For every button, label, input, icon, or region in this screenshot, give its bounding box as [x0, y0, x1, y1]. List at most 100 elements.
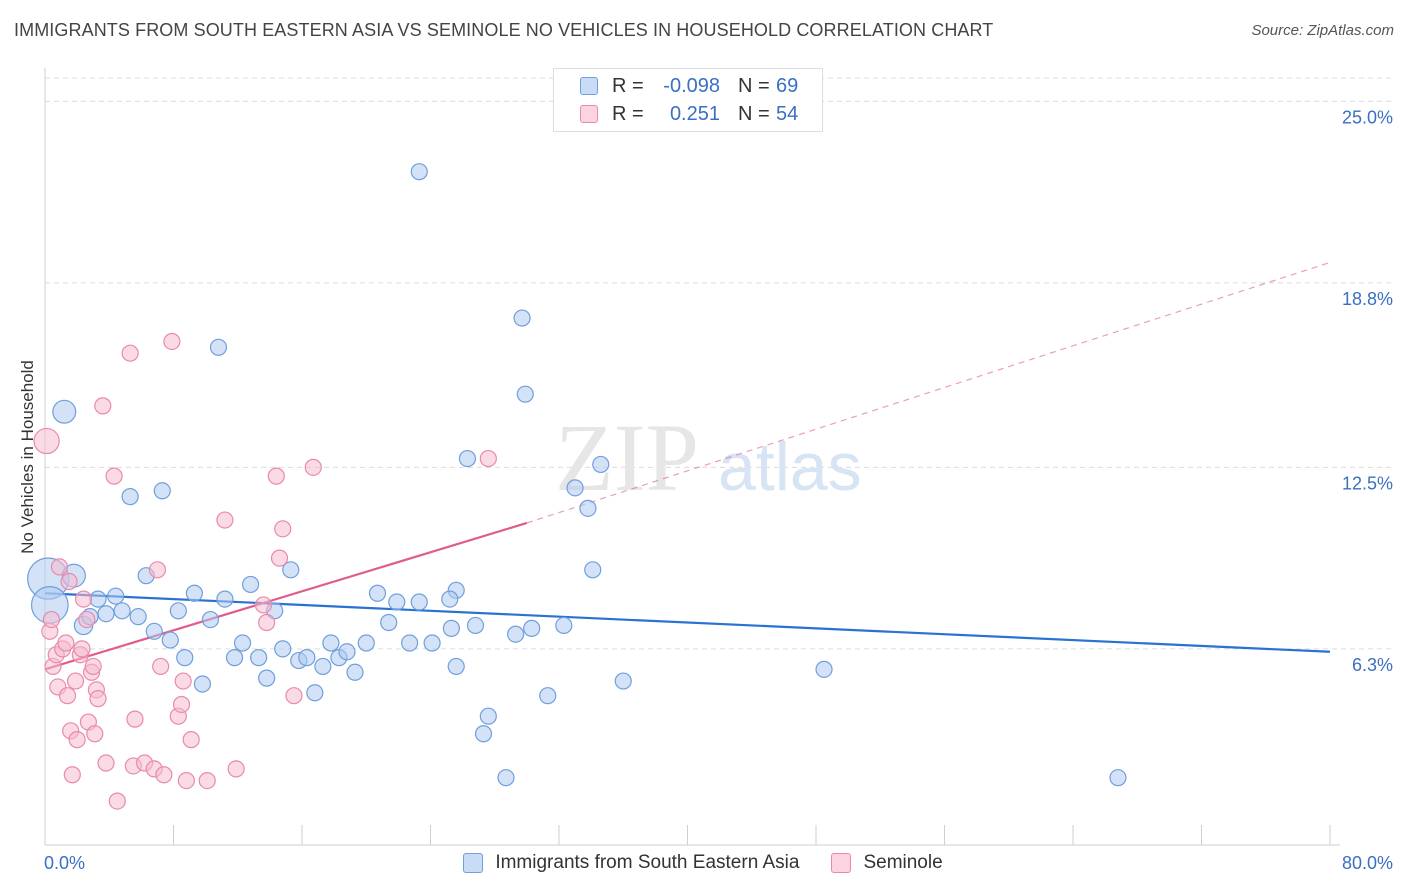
point-immigrants [357, 634, 375, 652]
point-immigrants [815, 660, 833, 678]
point-immigrants [161, 631, 179, 649]
point-immigrants [516, 385, 534, 403]
point-immigrants [274, 640, 292, 658]
legend-label-seminole: Seminole [863, 852, 943, 873]
point-immigrants [368, 584, 387, 602]
point-seminole [97, 754, 115, 772]
point-immigrants [113, 602, 131, 620]
point-seminole [63, 766, 81, 784]
point-immigrants [129, 608, 147, 626]
source-credit: Source: ZipAtlas.com [1251, 22, 1394, 39]
point-immigrants [423, 634, 441, 652]
point-seminole [94, 397, 112, 415]
point-immigrants [242, 575, 260, 594]
point-seminole [105, 467, 123, 485]
point-seminole [60, 572, 78, 591]
x-tick-labels: 0.0% 80.0% [44, 853, 1393, 873]
legend-n-value: 54 [776, 102, 799, 125]
point-seminole [108, 792, 126, 810]
point-immigrants [410, 593, 428, 611]
correlation-legend: R = -0.098 N = 69 R = 0.251 N = 54 [553, 68, 823, 132]
point-seminole [58, 687, 77, 705]
point-immigrants [153, 482, 171, 500]
point-immigrants [193, 675, 212, 693]
point-immigrants [306, 684, 324, 702]
legend-n-label: N = [738, 102, 770, 125]
point-immigrants [107, 587, 125, 605]
legend-swatch-blue [463, 853, 484, 873]
point-immigrants [97, 605, 115, 623]
point-immigrants [282, 561, 300, 579]
point-immigrants [523, 619, 541, 637]
point-immigrants [447, 657, 465, 676]
point-immigrants [250, 649, 268, 667]
axes [44, 68, 1340, 846]
point-immigrants [258, 669, 276, 687]
point-immigrants [539, 687, 557, 705]
point-seminole [84, 657, 102, 676]
legend-r-label: R = [612, 102, 644, 125]
point-immigrants [555, 616, 573, 635]
point-immigrants [89, 590, 107, 608]
point-immigrants [401, 634, 419, 652]
point-immigrants [216, 590, 234, 608]
point-seminole [270, 549, 289, 567]
point-seminole [68, 731, 86, 749]
y-tick-label: 6.3% [1352, 655, 1393, 675]
point-immigrants [322, 634, 340, 652]
legend-swatch-pink [831, 853, 852, 873]
point-seminole [163, 332, 181, 351]
point-seminole [57, 634, 75, 652]
point-seminole [274, 520, 292, 538]
point-seminole [174, 672, 192, 690]
legend-r-value: -0.098 [663, 74, 720, 97]
point-seminole [216, 511, 234, 529]
legend-swatch-pink [580, 105, 598, 123]
point-immigrants [233, 634, 252, 652]
series-legend: Immigrants from South Eastern Asia Semin… [0, 852, 1406, 874]
data-points [27, 163, 1127, 810]
y-tick-label: 25.0% [1342, 107, 1393, 127]
point-seminole [182, 731, 200, 749]
point-immigrants [209, 338, 228, 356]
legend-n-label: N = [738, 74, 770, 97]
x-tick-label: 0.0% [44, 853, 85, 873]
point-immigrants [169, 602, 187, 620]
point-immigrants [338, 643, 356, 661]
point-seminole [42, 610, 61, 629]
point-seminole [304, 458, 322, 476]
point-immigrants [52, 399, 77, 424]
legend-item-seminole: Seminole [831, 852, 943, 874]
point-seminole [198, 771, 216, 790]
point-immigrants [458, 449, 477, 468]
legend-n-value: 69 [776, 74, 799, 97]
trendline-seminole [44, 521, 528, 671]
point-seminole [74, 590, 93, 608]
legend-row-blue: R = -0.098 N = 69 [580, 73, 798, 99]
point-immigrants [185, 584, 203, 602]
point-immigrants [497, 769, 515, 787]
legend-swatch-blue [580, 77, 598, 95]
point-immigrants [346, 663, 364, 681]
watermark-atlas: atlas [718, 429, 862, 505]
point-immigrants [513, 309, 531, 327]
point-seminole [227, 760, 245, 778]
point-immigrants [566, 479, 584, 497]
legend-r-value: 0.251 [669, 102, 720, 125]
point-immigrants [441, 590, 459, 608]
watermark: ZIP atlas [555, 404, 862, 511]
point-immigrants [298, 649, 316, 667]
trendline-seminole-extension [526, 261, 1331, 524]
point-immigrants [225, 649, 244, 667]
point-immigrants [176, 649, 194, 667]
point-immigrants [584, 561, 602, 579]
point-seminole [50, 558, 69, 576]
y-tick-label: 18.8% [1342, 289, 1393, 309]
point-immigrants [388, 593, 406, 611]
point-seminole [177, 771, 195, 790]
point-immigrants [466, 616, 485, 635]
point-immigrants [614, 672, 632, 690]
gridlines [45, 77, 1395, 650]
point-seminole [89, 690, 107, 708]
